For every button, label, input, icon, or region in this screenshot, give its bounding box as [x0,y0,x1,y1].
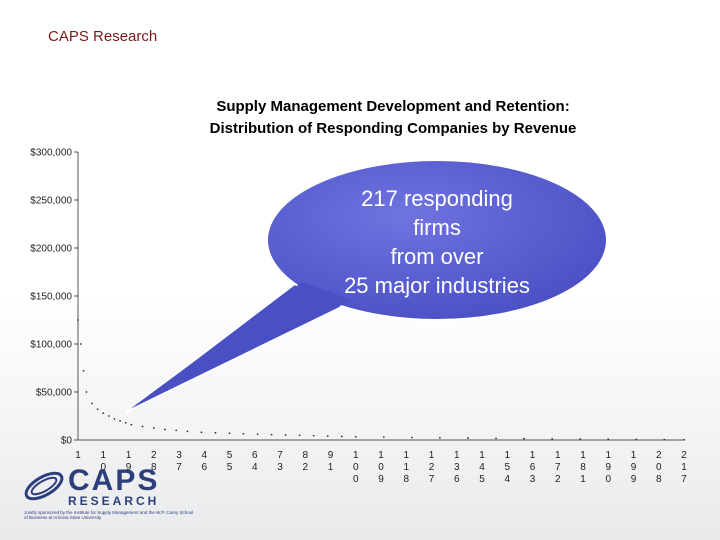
data-point [410,436,413,439]
x-tick-label: 1 [75,450,81,461]
data-point [663,438,666,441]
y-tick-label: $0 [61,436,73,447]
chart-subtitle: Distribution of Responding Companies by … [209,120,577,137]
y-tick-label: $200,000 [30,244,72,255]
caps-research-logo: CAPS RESEARCH Jointly sponsored by the I… [20,462,193,524]
data-point [270,433,273,436]
data-point [200,431,203,434]
data-point [214,431,217,434]
data-point [579,438,582,440]
callout-bubble [125,159,608,413]
data-point [340,435,343,438]
chart-ticks: $0 $50,000 $100,000 $150,000 $200,000 $250,00… [30,148,687,486]
data-point [284,434,287,436]
data-point [77,319,79,321]
data-point [312,434,315,437]
data-point [107,415,110,417]
callout-line-3: from over [390,244,484,269]
data-point [186,430,189,433]
data-point [130,423,133,426]
data-point [85,391,88,393]
data-point [298,434,301,437]
data-point [141,425,144,428]
y-tick-label: $150,000 [30,292,72,303]
data-point [551,437,554,440]
data-point [124,421,127,424]
data-point [82,369,85,372]
data-point [326,435,329,438]
logo-word: CAPS [68,464,160,497]
data-point [79,343,82,345]
y-tick-label: $50,000 [36,388,73,399]
data-point [256,433,259,436]
data-point [242,432,245,435]
data-point [91,402,93,405]
callout-text: 217 responding firms from over 25 major … [320,184,554,300]
data-point [523,437,525,440]
y-tick-label: $300,000 [30,148,72,159]
data-point [175,429,178,432]
callout-line-4: 25 major industries [344,273,530,298]
data-point [152,427,155,429]
callout-line-1: 217 responding [361,186,513,211]
callout-tail-fill [130,282,352,409]
logo-subword: RESEARCH [68,494,160,508]
chart-title: Supply Management Development and Retent… [216,98,570,115]
y-tick-label: $250,000 [30,196,72,207]
data-point [467,437,469,439]
chart-title-block: Supply Management Development and Retent… [150,96,636,140]
data-point [119,419,121,422]
logo-fine-print: Jointly sponsored by the Institute for S… [24,510,194,520]
data-point [354,435,357,438]
chart-points [77,319,685,441]
data-point [607,438,610,441]
callout-ellipse [266,159,608,321]
callout-line-2: firms [413,215,461,240]
data-point [228,432,231,435]
data-point [164,428,166,431]
data-point [635,438,638,441]
data-point [113,417,116,420]
y-tick-label: $100,000 [30,340,72,351]
data-point [683,438,685,441]
data-point [439,436,441,439]
logo-swoosh-icon [24,471,64,501]
data-point [96,408,99,411]
header-brand: CAPS Research [48,28,158,45]
data-point [495,437,497,440]
data-point [382,436,385,439]
data-point [102,412,105,415]
